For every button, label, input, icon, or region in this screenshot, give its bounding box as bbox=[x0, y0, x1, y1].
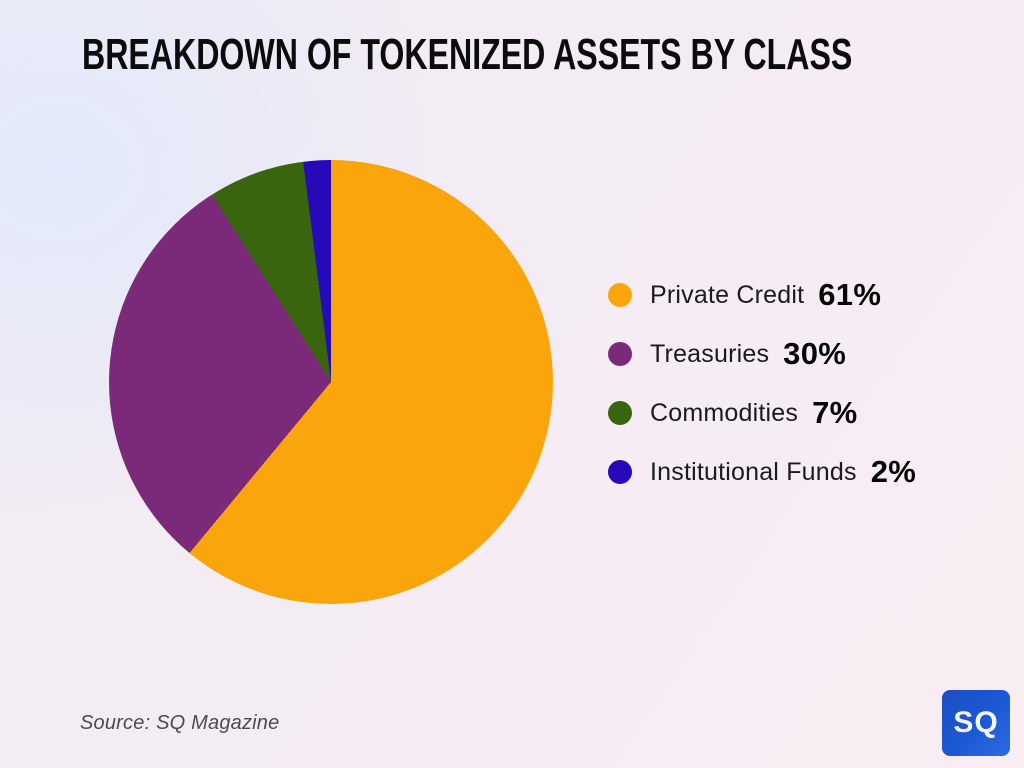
legend-item-institutional-funds: Institutional Funds 2% bbox=[608, 454, 916, 490]
legend-dot-commodities bbox=[608, 401, 632, 425]
legend-dot-institutional-funds bbox=[608, 460, 632, 484]
legend-item-commodities: Commodities 7% bbox=[608, 395, 916, 431]
legend-item-private-credit: Private Credit 61% bbox=[608, 277, 916, 313]
legend-value: 2% bbox=[870, 454, 917, 489]
legend-value: 30% bbox=[783, 336, 847, 371]
legend-dot-treasuries bbox=[608, 342, 632, 366]
legend-label: Private Credit bbox=[650, 280, 805, 309]
legend-value: 61% bbox=[818, 277, 882, 312]
legend: Private Credit 61% Treasuries 30% Commod… bbox=[608, 277, 916, 490]
sq-logo-text: SQ bbox=[953, 706, 999, 739]
legend-label: Institutional Funds bbox=[650, 457, 857, 486]
legend-dot-private-credit bbox=[608, 283, 632, 307]
legend-label: Commodities bbox=[650, 398, 799, 427]
pie-chart bbox=[109, 160, 553, 604]
sq-magazine-logo: SQ bbox=[942, 690, 1010, 756]
legend-value: 7% bbox=[812, 395, 858, 430]
legend-label: Treasuries bbox=[650, 339, 770, 368]
source-caption: Source: SQ Magazine bbox=[80, 712, 280, 734]
page-title: BREAKDOWN OF TOKENIZED ASSETS BY CLASS bbox=[82, 30, 853, 79]
legend-item-treasuries: Treasuries 30% bbox=[608, 336, 916, 372]
